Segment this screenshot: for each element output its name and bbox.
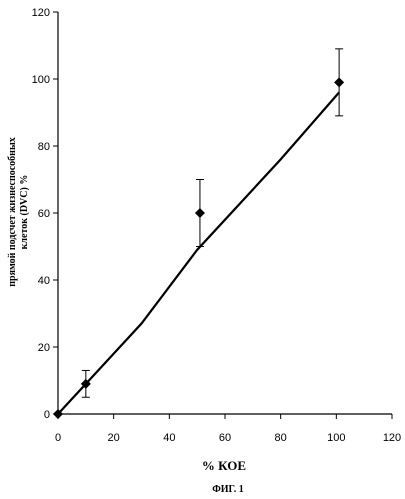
data-point-marker: [195, 208, 205, 218]
y-tick-label: 0: [44, 409, 50, 421]
x-tick-label: 100: [327, 432, 345, 444]
y-tick-label: 80: [38, 141, 50, 153]
y-tick-label: 60: [38, 208, 50, 220]
x-tick-label: 120: [383, 432, 401, 444]
x-axis-ticks: 0 20 40 60 80 100 120: [55, 414, 401, 444]
y-tick-label: 100: [32, 74, 50, 86]
y-tick-label: 120: [32, 7, 50, 19]
fit-line: [58, 92, 339, 414]
x-tick-label: 0: [55, 432, 61, 444]
x-tick-label: 20: [108, 432, 120, 444]
data-point-marker: [334, 77, 344, 87]
figure-caption: ФИГ. 1: [212, 484, 244, 495]
y-tick-label: 40: [38, 275, 50, 287]
chart-axes: [58, 12, 392, 414]
fit-line-group: [58, 92, 339, 414]
x-tick-label: 40: [163, 432, 175, 444]
y-axis-ticks: 0 20 40 60 80 100 120: [32, 7, 58, 421]
x-tick-label: 60: [219, 432, 231, 444]
y-axis-title-line1: прямой подсчет жизнеспособных: [7, 137, 18, 287]
y-tick-label: 20: [38, 342, 50, 354]
x-tick-label: 80: [275, 432, 287, 444]
y-axis-title-line2: клеток (DVC) %: [19, 175, 30, 250]
x-axis-title: % КОЕ: [202, 458, 246, 473]
